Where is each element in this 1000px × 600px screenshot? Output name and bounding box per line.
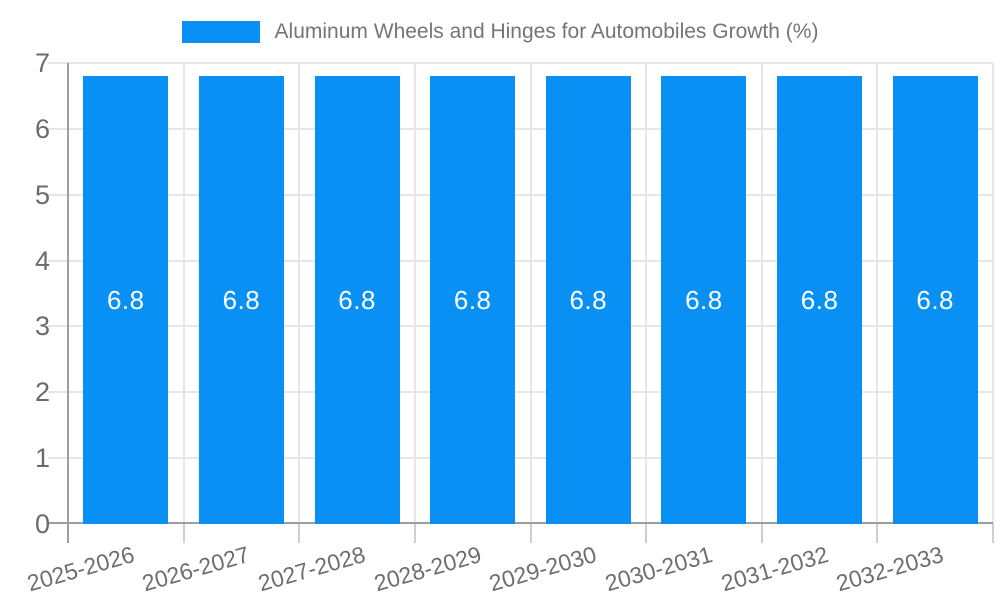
bar-value-label: 6.8 xyxy=(685,284,723,315)
x-tick-label: 2027-2028 xyxy=(255,541,369,597)
x-tick-label: 2028-2029 xyxy=(370,541,484,597)
category-separator-line xyxy=(992,63,994,524)
x-tick-label: 2032-2033 xyxy=(833,541,947,597)
category-separator-line xyxy=(183,63,185,524)
x-axis-tick xyxy=(183,524,185,543)
gridline xyxy=(48,391,993,393)
x-tick-label: 2029-2030 xyxy=(486,541,600,597)
x-tick-label: 2026-2027 xyxy=(139,541,253,597)
category-separator-line xyxy=(530,63,532,524)
bar[interactable]: 6.8 xyxy=(314,76,400,524)
bar-value-label: 6.8 xyxy=(800,284,839,315)
x-axis-line xyxy=(48,522,993,524)
legend-swatch xyxy=(181,21,260,43)
plot-area: 6.8 6.8 6.8 6.8 6.8 6.8 6.8 6.8 xyxy=(48,62,994,543)
bar-value-label: 6.8 xyxy=(569,284,608,315)
gridline xyxy=(48,457,993,459)
category-separator-line xyxy=(645,63,647,524)
y-tick-label: 2 xyxy=(34,377,50,407)
bar-value-label: 6.8 xyxy=(338,284,376,315)
x-tick-label: 2025-2026 xyxy=(24,541,137,597)
y-tick-label: 5 xyxy=(34,180,50,210)
y-tick-label: 1 xyxy=(34,443,50,473)
bar-value-label: 6.8 xyxy=(453,284,492,315)
x-axis-tick xyxy=(761,524,763,543)
y-tick-label: 6 xyxy=(34,114,50,144)
gridline xyxy=(48,62,993,64)
legend-label: Aluminum Wheels and Hinges for Automobil… xyxy=(274,20,819,43)
x-axis-tick xyxy=(530,524,532,543)
bar[interactable]: 6.8 xyxy=(83,76,169,524)
y-axis-line xyxy=(67,63,69,543)
y-tick-label: 4 xyxy=(34,246,50,276)
gridline xyxy=(48,128,993,130)
y-tick-label: 0 xyxy=(34,509,50,539)
category-separator-line xyxy=(298,63,300,524)
category-separator-line xyxy=(414,63,416,524)
bar[interactable]: 6.8 xyxy=(777,76,863,524)
category-separator-line xyxy=(876,63,878,524)
x-axis-tick xyxy=(414,524,416,543)
x-axis-tick xyxy=(298,524,300,543)
bar[interactable]: 6.8 xyxy=(661,76,747,524)
bar[interactable]: 6.8 xyxy=(892,76,978,524)
bar[interactable]: 6.8 xyxy=(430,76,516,524)
x-axis-tick xyxy=(992,524,994,543)
gridline xyxy=(48,260,993,262)
bar[interactable]: 6.8 xyxy=(198,76,284,524)
bar-value-label: 6.8 xyxy=(222,284,261,315)
gridline xyxy=(48,325,993,327)
bar-value-label: 6.8 xyxy=(106,284,145,315)
category-separator-line xyxy=(761,63,763,524)
y-tick-label: 3 xyxy=(34,311,50,341)
x-axis-tick xyxy=(876,524,878,543)
y-tick-label: 7 xyxy=(34,48,50,78)
bar[interactable]: 6.8 xyxy=(545,76,631,524)
bar-value-label: 6.8 xyxy=(916,284,955,315)
x-axis-tick xyxy=(645,524,647,543)
x-tick-label: 2031-2032 xyxy=(717,541,831,597)
gridline xyxy=(48,194,993,196)
x-tick-label: 2030-2031 xyxy=(602,541,716,597)
chart-legend: Aluminum Wheels and Hinges for Automobil… xyxy=(0,17,1000,47)
